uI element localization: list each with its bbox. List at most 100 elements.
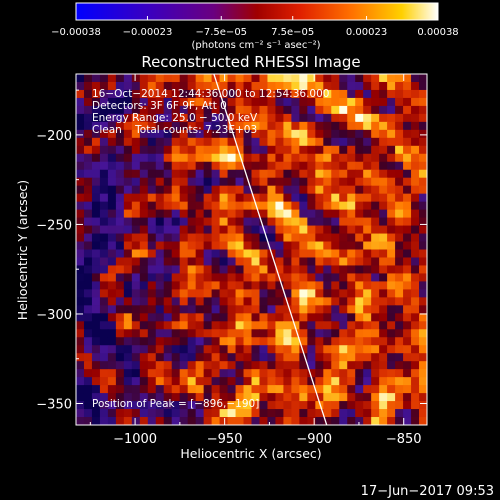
heatmap-cell — [259, 217, 269, 227]
heatmap-cell — [251, 257, 261, 267]
heatmap-cell — [307, 257, 316, 267]
heatmap-cell — [99, 233, 109, 243]
heatmap-cell — [419, 305, 427, 314]
heatmap-cell — [76, 225, 85, 235]
heatmap-cell — [299, 97, 308, 107]
heatmap-cell — [139, 393, 149, 402]
heatmap-cell — [339, 113, 348, 123]
heatmap-cell — [187, 137, 197, 147]
heatmap-cell — [187, 233, 197, 243]
heatmap-cell — [163, 241, 173, 251]
heatmap-cell — [347, 217, 356, 227]
heatmap-cell — [131, 321, 141, 330]
heatmap-cell — [83, 137, 93, 147]
heatmap-cell — [83, 417, 93, 425]
heatmap-cell — [155, 385, 165, 394]
heatmap-cell — [243, 185, 253, 195]
heatmap-cell — [363, 305, 372, 314]
heatmap-cell — [259, 329, 269, 338]
heatmap-cell — [291, 393, 300, 402]
heatmap-cell — [307, 217, 316, 227]
heatmap-cell — [227, 209, 237, 219]
heatmap-cell — [379, 409, 388, 418]
heatmap-cell — [259, 369, 269, 378]
heatmap-cell — [187, 81, 197, 91]
heatmap-cell — [419, 129, 427, 139]
heatmap-cell — [211, 417, 221, 425]
heatmap-cell — [307, 177, 316, 187]
heatmap-cell — [363, 193, 372, 203]
heatmap-cell — [139, 113, 149, 123]
heatmap-cell — [371, 281, 380, 290]
heatmap-cell — [76, 265, 85, 275]
heatmap-cell — [307, 417, 316, 425]
heatmap-cell — [315, 233, 324, 243]
heatmap-cell — [179, 74, 189, 83]
heatmap-cell — [187, 321, 197, 330]
heatmap-cell — [331, 393, 340, 402]
heatmap-cell — [371, 193, 380, 203]
heatmap-cell — [179, 313, 189, 322]
heatmap-cell — [219, 89, 229, 99]
heatmap-cell — [347, 321, 356, 330]
heatmap-cell — [203, 241, 213, 251]
heatmap-cell — [115, 121, 125, 131]
heatmap-cell — [163, 329, 173, 338]
heatmap-cell — [315, 105, 324, 115]
heatmap-cell — [411, 233, 420, 243]
heatmap-cell — [195, 385, 205, 394]
heatmap-cell — [83, 145, 93, 155]
heatmap-cell — [355, 145, 364, 155]
heatmap-cell — [187, 177, 197, 187]
heatmap-cell — [331, 121, 340, 131]
heatmap-cell — [275, 201, 285, 211]
heatmap-cell — [339, 145, 348, 155]
heatmap-cell — [291, 185, 300, 195]
heatmap-cell — [163, 161, 173, 171]
heatmap-cell — [163, 273, 173, 283]
heatmap-cell — [203, 281, 213, 290]
heatmap-cell — [411, 409, 420, 418]
heatmap-cell — [299, 345, 308, 354]
heatmap-cell — [131, 297, 141, 306]
heatmap-cell — [411, 313, 420, 322]
heatmap-cell — [387, 337, 396, 346]
heatmap-cell — [251, 329, 261, 338]
heatmap-cell — [291, 329, 300, 338]
heatmap-cell — [339, 401, 348, 410]
heatmap-cell — [83, 337, 93, 346]
heatmap-cell — [131, 153, 141, 163]
heatmap-cell — [243, 169, 253, 179]
heatmap-cell — [227, 369, 237, 378]
heatmap-cell — [395, 385, 404, 394]
heatmap-cell — [99, 401, 109, 410]
heatmap-cell — [123, 161, 133, 171]
heatmap-cell — [387, 241, 396, 251]
heatmap-cell — [211, 377, 221, 386]
heatmap-cell — [363, 169, 372, 179]
heatmap-cell — [187, 89, 197, 99]
heatmap-cell — [203, 337, 213, 346]
heatmap-cell — [283, 329, 292, 338]
heatmap-cell — [187, 193, 197, 203]
heatmap-cell — [195, 74, 205, 83]
annotation-time-range: 16−Oct−2014 12:44:36.000 to 12:54:36.000 — [92, 88, 329, 100]
heatmap-cell — [147, 153, 157, 163]
heatmap-cell — [91, 329, 101, 338]
heatmap-cell — [123, 74, 133, 83]
heatmap-cell — [355, 97, 364, 107]
heatmap-cell — [235, 121, 245, 131]
heatmap-cell — [76, 297, 85, 306]
heatmap-cell — [307, 193, 316, 203]
heatmap-cell — [227, 345, 237, 354]
heatmap-cell — [379, 201, 388, 211]
heatmap-cell — [115, 137, 125, 147]
heatmap-cell — [227, 385, 237, 394]
heatmap-cell — [291, 129, 300, 139]
heatmap-cell — [403, 225, 412, 235]
heatmap-cell — [315, 361, 324, 370]
heatmap-cell — [107, 161, 117, 171]
heatmap-cell — [395, 81, 404, 91]
heatmap-cell — [275, 265, 285, 275]
heatmap-cell — [411, 153, 420, 163]
